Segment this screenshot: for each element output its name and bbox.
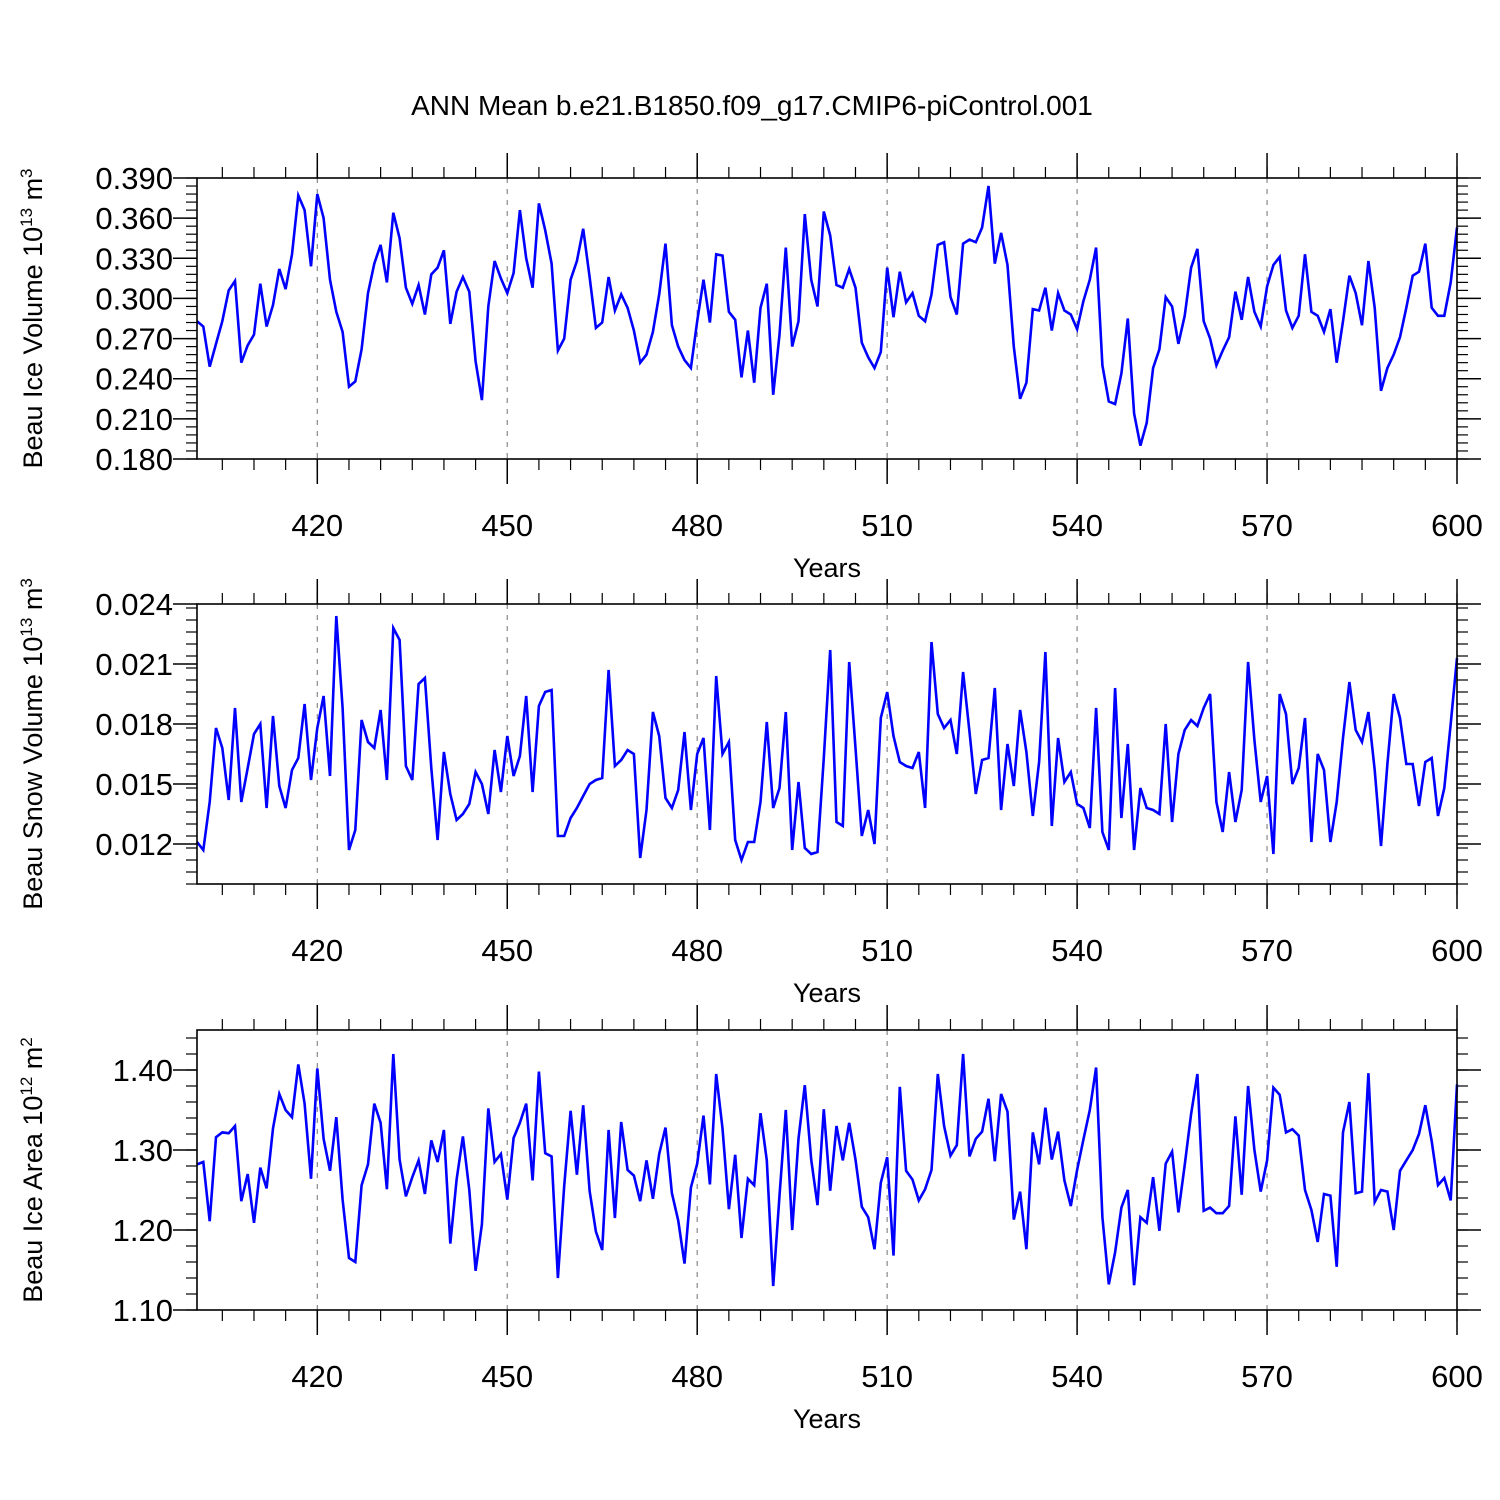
y-axis-label: Beau Ice Volume 1013 m3 — [17, 168, 48, 468]
x-axis-label: Years — [793, 978, 861, 1008]
plot-frame — [196, 177, 1458, 460]
y-tick-label: 0.180 — [95, 442, 173, 477]
y-axis-label-part: 3 — [17, 578, 36, 587]
y-tick-label: 0.018 — [95, 707, 173, 742]
y-tick-label: 0.270 — [95, 322, 173, 357]
panel-1: 0.180 0.210 0.240 0.270 0.300 0.330 0.360 0.390… — [17, 153, 1483, 583]
x-tick-label: 480 — [671, 508, 723, 543]
x-tick-label: 450 — [481, 933, 533, 968]
series-line — [195, 615, 1459, 865]
x-tick-label: 600 — [1431, 1359, 1483, 1394]
y-tick-label: 0.021 — [95, 647, 173, 682]
series-line — [196, 1053, 1459, 1287]
y-tick-label: 0.390 — [95, 161, 173, 196]
y-tick-label: 0.024 — [95, 587, 173, 622]
y-tick-label: 1.40 — [113, 1053, 173, 1088]
x-tick-label: 570 — [1241, 508, 1293, 543]
figure-title: ANN Mean b.e21.B1850.f09_g17.CMIP6-piCon… — [411, 90, 1093, 121]
y-axis-label: Beau Ice Area 1012 m2 — [17, 1037, 48, 1303]
x-tick-label: 540 — [1051, 508, 1103, 543]
panel-3: 1.10 1.20 1.30 1.40 420 450 480 510 540 570 600 Yea… — [17, 1005, 1483, 1434]
x-tick-label: 420 — [291, 1359, 343, 1394]
x-tick-label: 540 — [1051, 1359, 1103, 1394]
x-axis-label: Years — [793, 1404, 861, 1434]
y-axis-label-part: 3 — [17, 168, 36, 177]
y-tick-label: 0.330 — [95, 241, 173, 276]
x-tick-label: 450 — [481, 508, 533, 543]
y-axis-label-part: 13 — [17, 618, 36, 637]
y-axis-label-part: Beau Snow Volume 10 — [18, 637, 48, 910]
x-tick-label: 570 — [1241, 1359, 1293, 1394]
y-axis-label-part: 13 — [17, 208, 36, 227]
x-tick-label: 450 — [481, 1359, 533, 1394]
y-axis-label: Beau Snow Volume 1013 m3 — [17, 578, 48, 910]
y-tick-label: 0.360 — [95, 201, 173, 236]
y-axis-label-part: Beau Ice Area 10 — [18, 1096, 48, 1303]
y-axis-label-part: Beau Ice Volume 10 — [18, 227, 48, 469]
y-axis-label-part: 2 — [17, 1037, 36, 1046]
x-tick-label: 600 — [1431, 508, 1483, 543]
y-tick-label: 0.015 — [95, 767, 173, 802]
x-tick-label: 540 — [1051, 933, 1103, 968]
x-tick-label: 480 — [671, 1359, 723, 1394]
x-tick-label: 480 — [671, 933, 723, 968]
y-tick-label: 1.30 — [113, 1133, 173, 1168]
y-axis-label-part: 12 — [17, 1077, 36, 1096]
panel-2: 0.012 0.015 0.018 0.021 0.024 420 450 480 510 540… — [17, 578, 1483, 1008]
y-tick-label: 0.012 — [95, 827, 173, 862]
x-tick-label: 420 — [291, 508, 343, 543]
plot-frame — [196, 603, 1458, 885]
y-tick-label: 1.20 — [113, 1213, 173, 1248]
y-tick-label: 1.10 — [113, 1293, 173, 1328]
x-tick-label: 570 — [1241, 933, 1293, 968]
y-tick-label: 0.240 — [95, 362, 173, 397]
x-axis-label: Years — [793, 553, 861, 583]
x-tick-label: 510 — [861, 508, 913, 543]
series-line — [196, 185, 1459, 446]
plot-frame — [196, 1029, 1458, 1311]
y-axis-label-part: m — [18, 178, 48, 208]
y-tick-label: 0.210 — [95, 402, 173, 437]
panels: 0.180 0.210 0.240 0.270 0.300 0.330 0.360 0.390… — [17, 153, 1483, 1434]
x-tick-label: 510 — [861, 1359, 913, 1394]
y-tick-label: 0.300 — [95, 281, 173, 316]
x-tick-label: 600 — [1431, 933, 1483, 968]
x-tick-label: 420 — [291, 933, 343, 968]
y-axis-label-part: m — [18, 588, 48, 618]
y-axis-label-part: m — [18, 1047, 48, 1077]
x-tick-label: 510 — [861, 933, 913, 968]
